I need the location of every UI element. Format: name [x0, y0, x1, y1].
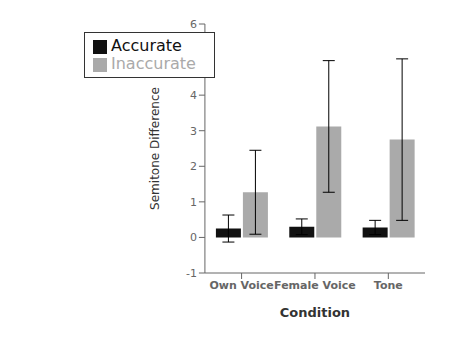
- svg-text:1: 1: [190, 196, 197, 209]
- svg-text:6: 6: [190, 18, 197, 31]
- svg-text:Tone: Tone: [374, 279, 403, 292]
- svg-text:Own Voice: Own Voice: [209, 279, 273, 292]
- svg-text:Semitone Difference: Semitone Difference: [148, 87, 162, 210]
- svg-text:2: 2: [190, 160, 197, 173]
- svg-text:3: 3: [190, 125, 197, 138]
- svg-text:Condition: Condition: [280, 305, 350, 320]
- svg-text:4: 4: [190, 89, 197, 102]
- svg-text:5: 5: [190, 53, 197, 66]
- svg-text:0: 0: [190, 231, 197, 244]
- svg-text:-1: -1: [186, 267, 197, 280]
- svg-text:Female Voice: Female Voice: [274, 279, 356, 292]
